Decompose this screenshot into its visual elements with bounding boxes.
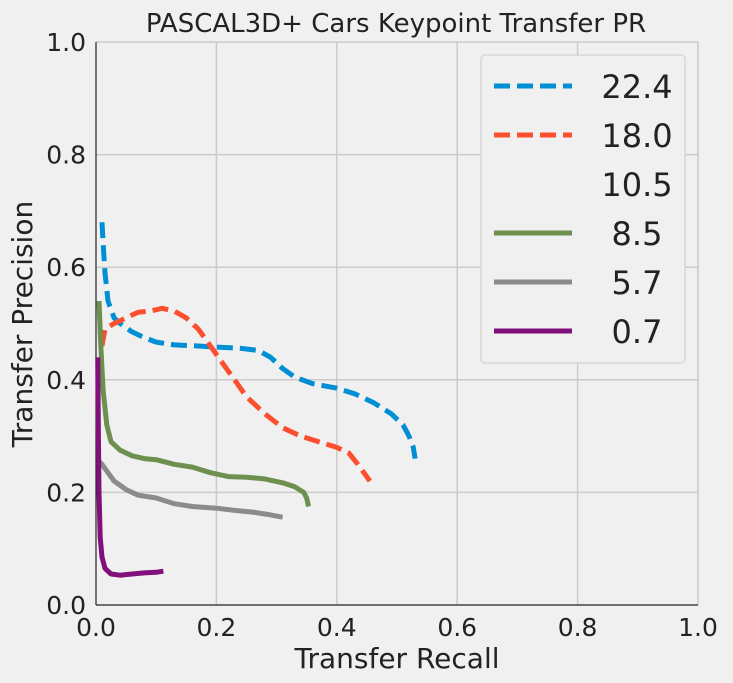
x-axis-label: Transfer Recall: [293, 642, 499, 675]
x-tick-label: 0.0: [76, 613, 116, 642]
series-line-5-7: [97, 459, 284, 520]
x-tick-label: 1.0: [678, 613, 718, 642]
series-lines: [95, 222, 418, 578]
series-line-8-5: [96, 300, 311, 508]
x-tick-label: 0.6: [437, 613, 477, 642]
legend-label: 10.5: [601, 166, 672, 204]
x-tick-label: 0.2: [197, 613, 237, 642]
legend-box: [480, 54, 686, 364]
y-tick-label: 0.4: [46, 366, 86, 395]
tick-labels: 0.0 0.2 0.4 0.6 0.8 1.0 0.0 0.2 0.4 0.6 0.8 1.0: [46, 28, 718, 642]
series-line-0-7: [95, 357, 164, 578]
axes: [95, 42, 698, 606]
series-line-22-4: [99, 222, 418, 459]
legend-label: 0.7: [612, 313, 663, 351]
legend: 22.4 18.0 10.5 8.5 5.7 0.7: [480, 54, 686, 364]
series-line-18-0: [99, 305, 372, 483]
legend-label: 18.0: [601, 117, 672, 155]
y-tick-label: 0.8: [46, 141, 86, 170]
legend-label: 5.7: [612, 264, 663, 302]
y-tick-label: 1.0: [46, 28, 86, 57]
legend-label: 8.5: [612, 215, 663, 253]
legend-label: 22.4: [601, 68, 672, 106]
y-axis-label: Transfer Precision: [6, 201, 39, 448]
chart-title: PASCAL3D+ Cars Keypoint Transfer PR: [146, 9, 646, 39]
y-tick-label: 0.0: [46, 591, 86, 620]
x-tick-label: 0.4: [317, 613, 357, 642]
y-tick-label: 0.6: [46, 253, 86, 282]
x-tick-label: 0.8: [558, 613, 598, 642]
y-tick-label: 0.2: [46, 478, 86, 507]
